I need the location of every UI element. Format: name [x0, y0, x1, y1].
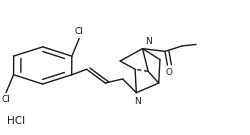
Text: O: O [164, 68, 172, 77]
Text: N: N [144, 37, 151, 46]
Text: N: N [134, 97, 140, 106]
Text: Cl: Cl [74, 27, 84, 36]
Text: Cl: Cl [2, 95, 10, 104]
Text: HCl: HCl [6, 116, 25, 126]
